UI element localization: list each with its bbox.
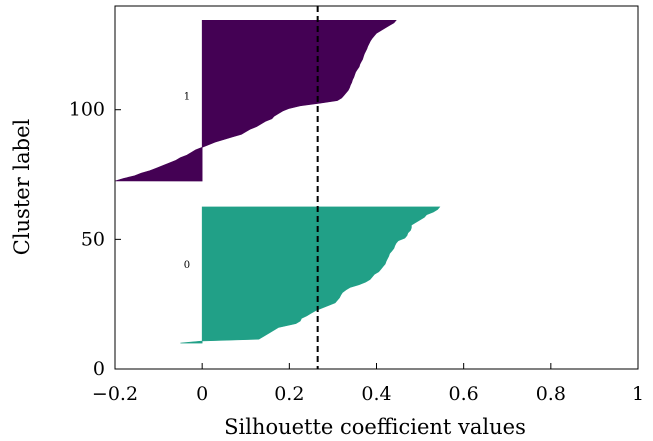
x-tick-label: 0 [196,383,208,405]
x-axis-label: Silhouette coefficient values [224,415,526,439]
x-tick-label: −0.2 [92,383,138,405]
y-axis-label: Cluster label [10,118,34,255]
y-tick-label: 0 [93,358,105,380]
y-tick-label: 100 [69,99,105,121]
silhouette-cluster-0 [180,206,441,344]
cluster-label-1: 1 [184,91,190,102]
y-tick-label: 50 [81,228,105,250]
x-tick-label: 0.6 [449,383,479,405]
x-tick-label: 0.8 [536,383,566,405]
cluster-label-0: 0 [184,260,190,271]
silhouette-cluster-1 [114,19,397,182]
silhouette-fills: 01 [114,19,441,344]
x-tick-label: 1 [632,383,644,405]
x-tick-label: 0.2 [274,383,304,405]
x-tick-label: 0.4 [361,383,391,405]
plot-frame [114,5,639,370]
axis-ticks: −0.2 0 0.2 0.4 0.6 0.8 1 0 50 100 [69,99,644,405]
